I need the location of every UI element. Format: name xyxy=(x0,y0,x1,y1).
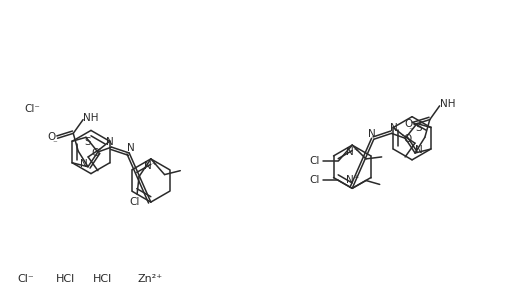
Text: N: N xyxy=(389,123,397,133)
Text: O: O xyxy=(92,148,100,158)
Text: N: N xyxy=(106,137,114,147)
Text: Cl⁻: Cl⁻ xyxy=(18,274,34,284)
Text: Cl: Cl xyxy=(310,156,320,166)
Text: N: N xyxy=(415,145,423,155)
Text: HCl: HCl xyxy=(93,274,113,284)
Text: N⁺: N⁺ xyxy=(345,174,359,185)
Text: Cl: Cl xyxy=(129,197,139,207)
Text: ⁻: ⁻ xyxy=(52,140,57,149)
Text: O: O xyxy=(47,132,56,142)
Text: N: N xyxy=(80,159,88,169)
Text: N: N xyxy=(127,143,135,153)
Text: O: O xyxy=(403,134,411,144)
Text: ⁻: ⁻ xyxy=(409,126,414,135)
Text: Cl⁻: Cl⁻ xyxy=(24,104,40,114)
Text: NH: NH xyxy=(83,113,98,123)
Text: S: S xyxy=(85,137,91,147)
Text: N⁺: N⁺ xyxy=(345,147,359,157)
Text: S: S xyxy=(416,123,422,133)
Text: O: O xyxy=(404,118,412,129)
Text: N⁺: N⁺ xyxy=(144,161,158,171)
Text: Cl: Cl xyxy=(310,174,320,185)
Text: Zn²⁺: Zn²⁺ xyxy=(137,274,163,284)
Text: HCl: HCl xyxy=(56,274,75,284)
Text: N: N xyxy=(368,129,376,139)
Text: NH: NH xyxy=(440,99,455,109)
